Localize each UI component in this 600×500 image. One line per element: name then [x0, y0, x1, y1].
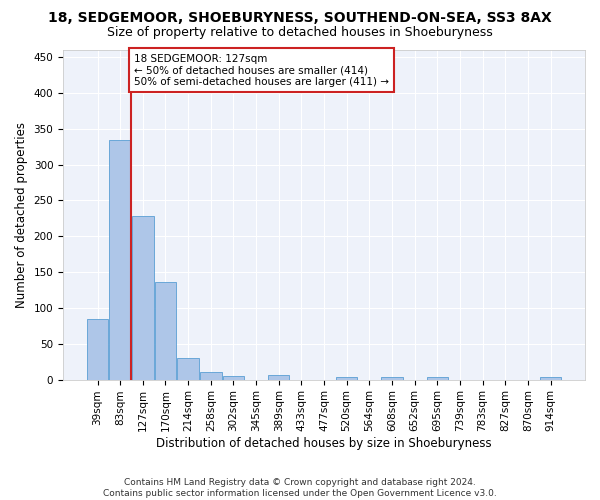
Bar [336, 376, 358, 380]
Text: 18 SEDGEMOOR: 127sqm
← 50% of detached houses are smaller (414)
50% of semi-deta: 18 SEDGEMOOR: 127sqm ← 50% of detached h… [134, 54, 389, 87]
Bar [540, 376, 561, 380]
Bar [200, 372, 221, 380]
Bar [223, 376, 244, 380]
Bar [178, 358, 199, 380]
Bar [132, 216, 154, 380]
Bar [268, 376, 289, 380]
Bar [427, 376, 448, 380]
Bar [87, 318, 108, 380]
Bar [155, 282, 176, 380]
Text: Size of property relative to detached houses in Shoeburyness: Size of property relative to detached ho… [107, 26, 493, 39]
X-axis label: Distribution of detached houses by size in Shoeburyness: Distribution of detached houses by size … [156, 437, 492, 450]
Text: Contains HM Land Registry data © Crown copyright and database right 2024.
Contai: Contains HM Land Registry data © Crown c… [103, 478, 497, 498]
Text: 18, SEDGEMOOR, SHOEBURYNESS, SOUTHEND-ON-SEA, SS3 8AX: 18, SEDGEMOOR, SHOEBURYNESS, SOUTHEND-ON… [48, 11, 552, 25]
Bar [381, 376, 403, 380]
Y-axis label: Number of detached properties: Number of detached properties [15, 122, 28, 308]
Bar [109, 140, 131, 380]
